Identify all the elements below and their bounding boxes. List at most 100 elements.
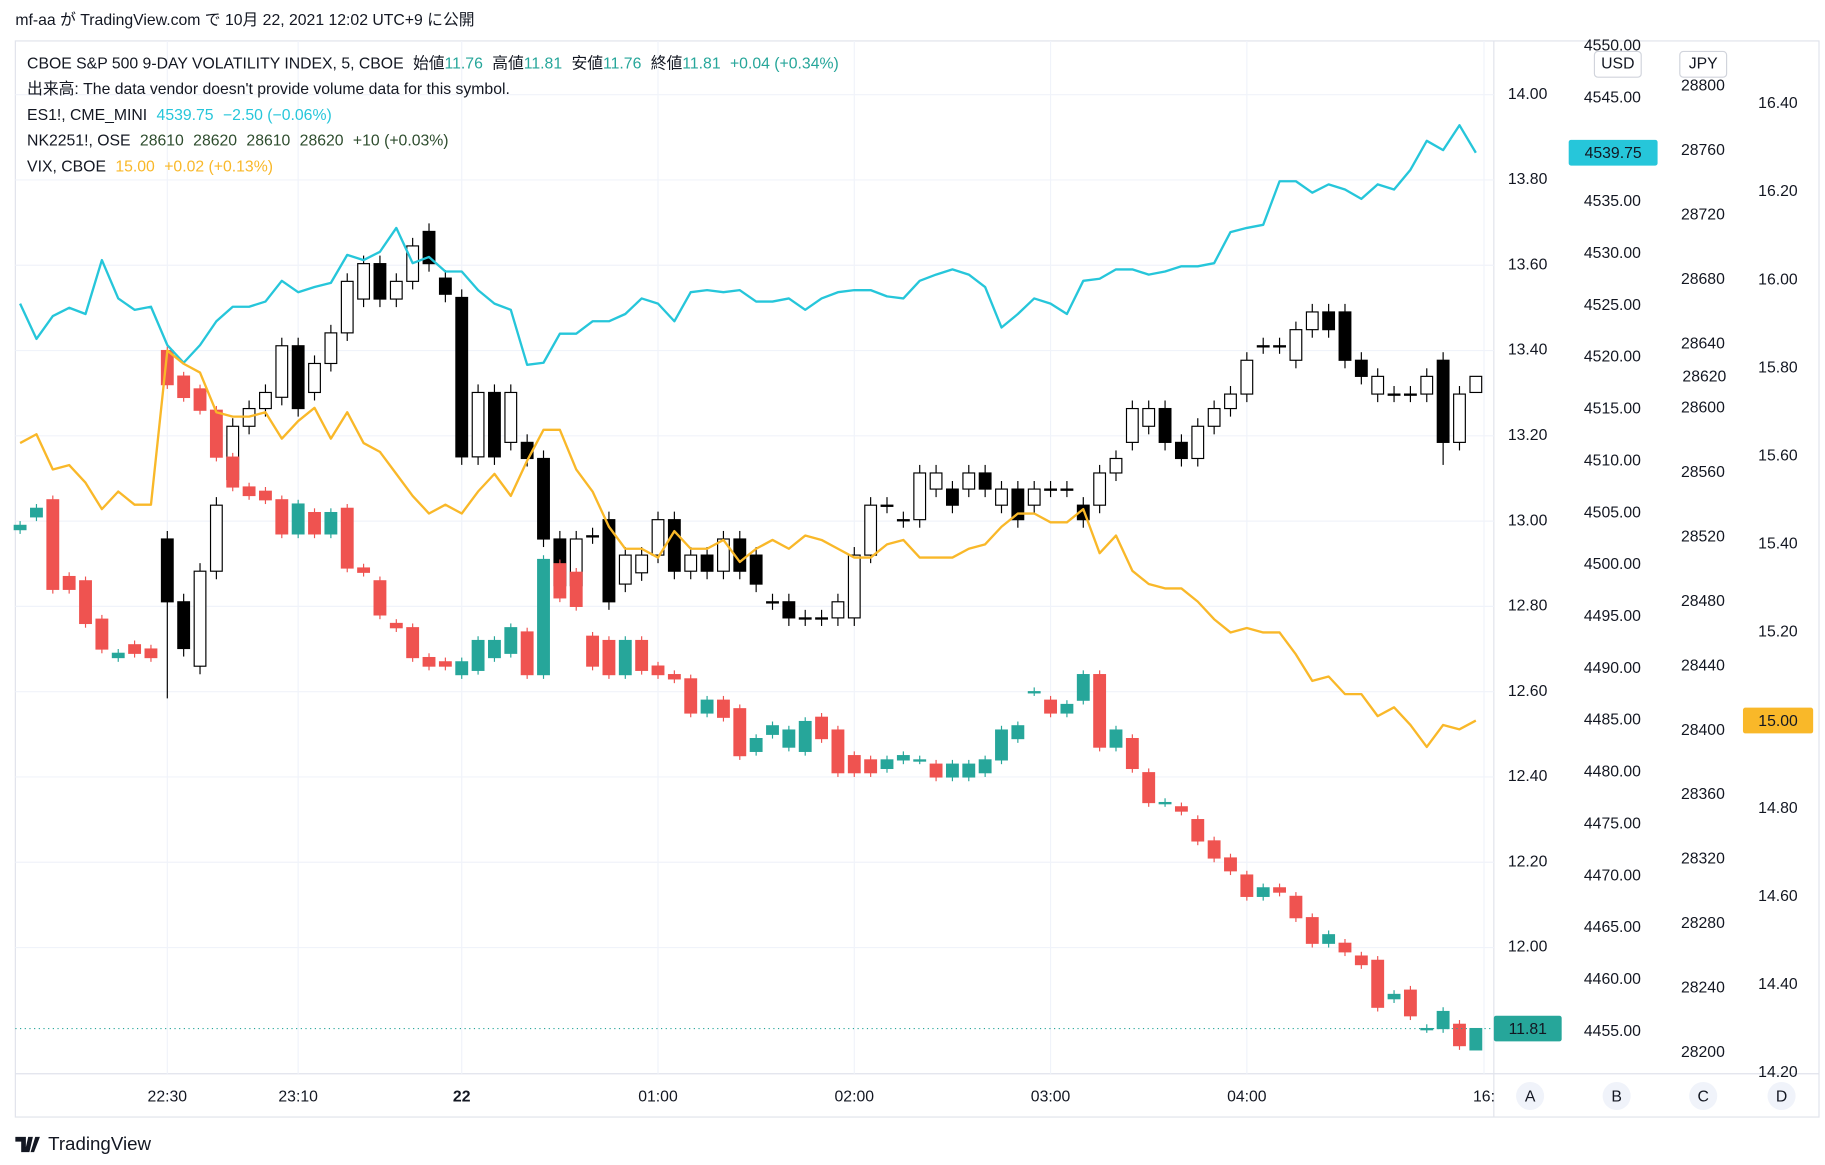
candle-body (438, 661, 452, 667)
y2-tick-label: 4490.00 (1584, 660, 1641, 677)
candle-body (1027, 488, 1041, 506)
candle-body (1469, 375, 1483, 394)
candle-body (1256, 887, 1270, 897)
candle-body (79, 580, 92, 625)
price-tag-label: 4539.75 (1585, 145, 1642, 162)
candle-body (831, 601, 845, 619)
candle-body (847, 755, 861, 774)
y-tick-label: 12.60 (1508, 683, 1548, 700)
candle-body (373, 580, 387, 616)
axis-button-label: C (1697, 1088, 1708, 1105)
candle-body (1371, 959, 1385, 1008)
candle-body (1240, 874, 1254, 897)
y3-tick-label: 28440 (1681, 657, 1725, 674)
candle-body (471, 639, 485, 671)
y4-tick-label: 15.80 (1758, 359, 1798, 376)
axis-button[interactable] (1689, 1081, 1718, 1111)
candle-body (1305, 917, 1319, 944)
candle-body (324, 511, 338, 535)
legend-text: NK2251!, OSE (27, 133, 131, 150)
candle-body (978, 759, 992, 774)
candle-body (864, 759, 878, 774)
price-tag-label: 28620 (1682, 369, 1726, 386)
y3-tick-label: 28800 (1681, 78, 1725, 95)
candle-body (1060, 488, 1074, 491)
y2-tick-label: 4510.00 (1584, 452, 1641, 469)
axis-unit-box (1679, 50, 1728, 78)
candle-body (1207, 840, 1221, 859)
legend-text: 28610 (246, 133, 290, 150)
y2-tick-label: 4535.00 (1584, 193, 1641, 210)
candle-body (1240, 359, 1254, 395)
price-tag (1675, 363, 1734, 390)
candle-body (1142, 407, 1156, 427)
y3-tick-label: 28400 (1681, 722, 1725, 739)
y-tick-label: 13.60 (1508, 256, 1548, 273)
candle-body (684, 678, 698, 714)
candle-body (160, 538, 174, 603)
candle-body (1403, 393, 1417, 396)
candle-body (586, 635, 600, 667)
candle-body (504, 391, 518, 443)
legend-text: 4539.75 (157, 107, 214, 124)
candle-body (1453, 1023, 1466, 1047)
candle-body (308, 362, 321, 394)
candle-body (1403, 989, 1417, 1017)
chart-frame (14, 40, 1820, 1118)
candle-body (1453, 393, 1466, 443)
x-tick-label: 16: (1473, 1088, 1495, 1105)
candle-body (1387, 393, 1401, 396)
y2-tick-label: 4470.00 (1584, 867, 1641, 884)
axis-button[interactable] (1602, 1081, 1631, 1111)
candle-body (798, 617, 812, 620)
candle-body (406, 627, 420, 659)
price-tag-label: 11.81 (1509, 1021, 1547, 1038)
y3-tick-label: 28600 (1681, 400, 1725, 417)
candle-body (422, 230, 436, 265)
axis-unit: JPY (1689, 56, 1718, 73)
candle-body (1469, 1027, 1483, 1051)
axis-button-label: B (1611, 1088, 1622, 1105)
y3-tick-label: 28200 (1681, 1044, 1725, 1061)
legend-row: VIX, CBOE 15.00 +0.02 (+0.13%) (27, 158, 273, 175)
candle-body (340, 507, 354, 569)
candle-body (651, 519, 665, 556)
candle-body (1142, 772, 1156, 804)
candle-body (700, 554, 714, 572)
candle-body (1011, 488, 1025, 521)
candle-body (602, 519, 616, 603)
candle-body (896, 755, 910, 761)
candle-body (1011, 725, 1025, 740)
candle-body (259, 490, 272, 501)
y3-tick-label: 28760 (1681, 142, 1725, 159)
x-tick-label: 03:00 (1031, 1088, 1071, 1105)
candle-body (880, 759, 894, 770)
candle-body (586, 535, 600, 538)
candle-body (1322, 934, 1336, 944)
candle-body (1387, 993, 1401, 1000)
logo: TradingView (15, 1133, 152, 1154)
candle-body (1093, 472, 1107, 506)
candle-body (520, 631, 534, 676)
legend-text: +0.04 (+0.34%) (730, 56, 839, 73)
x-tick-label: 23:10 (278, 1088, 318, 1105)
axis-button[interactable] (1516, 1081, 1545, 1111)
candle-body (1420, 1027, 1434, 1031)
candle-body (1174, 806, 1188, 812)
y3-tick-label: 28240 (1681, 979, 1725, 996)
candle-body (1354, 359, 1368, 377)
legend-row: CBOE S&P 500 9-DAY VOLATILITY INDEX, 5, … (27, 55, 839, 73)
candle-body (1436, 1010, 1450, 1030)
candle-body (438, 277, 452, 295)
axis-button[interactable] (1767, 1081, 1796, 1111)
x-tick-label: 22 (453, 1088, 471, 1105)
legend-text: +0.02 (+0.13%) (164, 158, 273, 175)
candle-body (471, 391, 485, 458)
publish-header: mf-aa が TradingView.com で 10月 22, 2021 1… (15, 11, 474, 29)
candle-body (962, 763, 976, 778)
price-tag (1493, 1015, 1562, 1042)
grid (15, 40, 1494, 1074)
candle-body (995, 729, 1008, 761)
candle-body (1174, 441, 1188, 460)
